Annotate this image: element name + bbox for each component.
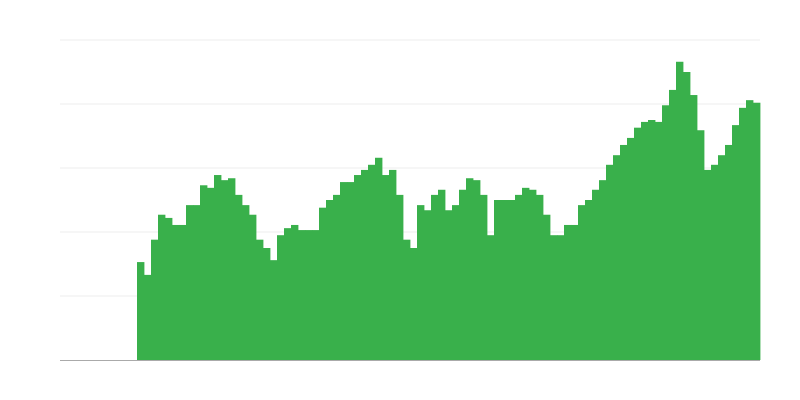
bar xyxy=(613,155,621,360)
bar xyxy=(459,189,467,360)
bar xyxy=(655,121,663,360)
bar xyxy=(557,235,565,360)
bar xyxy=(151,239,159,360)
bar xyxy=(606,164,614,360)
bar xyxy=(641,121,649,360)
bar xyxy=(739,107,747,360)
bar xyxy=(620,144,628,360)
bar xyxy=(452,205,460,360)
bar xyxy=(256,239,264,360)
bar xyxy=(585,200,593,360)
bar xyxy=(536,194,544,360)
bar xyxy=(347,182,355,360)
bar xyxy=(200,185,208,360)
bar xyxy=(193,205,201,360)
bar xyxy=(382,175,390,360)
bar xyxy=(683,72,691,360)
bar xyxy=(550,235,558,360)
bar xyxy=(242,205,250,360)
bar xyxy=(494,200,502,360)
bar xyxy=(718,155,726,360)
bar xyxy=(228,178,236,360)
bar xyxy=(298,230,306,360)
bar xyxy=(319,207,327,360)
bar xyxy=(333,194,341,360)
bar xyxy=(508,200,516,360)
bar xyxy=(144,274,152,360)
bar xyxy=(186,205,194,360)
bar xyxy=(564,224,572,360)
bar xyxy=(375,157,383,360)
bar xyxy=(746,100,754,360)
bar xyxy=(263,248,271,360)
bar xyxy=(249,214,257,360)
bar xyxy=(424,210,432,360)
bar xyxy=(571,224,579,360)
bar xyxy=(480,194,488,360)
bar xyxy=(592,189,600,360)
bar xyxy=(410,248,418,360)
bar xyxy=(676,61,684,360)
bar xyxy=(431,194,439,360)
bar xyxy=(396,194,404,360)
bar xyxy=(179,224,187,360)
bar xyxy=(284,228,292,360)
bar xyxy=(522,187,530,360)
bar xyxy=(326,200,334,360)
bar xyxy=(305,230,313,360)
bar xyxy=(340,182,348,360)
bar xyxy=(487,235,495,360)
bar xyxy=(214,175,222,360)
bar xyxy=(235,194,243,360)
bar xyxy=(389,169,397,360)
bar xyxy=(732,125,740,361)
bar xyxy=(165,217,173,360)
bar xyxy=(501,200,509,360)
bar xyxy=(648,120,656,360)
bar xyxy=(445,210,453,360)
bar xyxy=(221,180,229,360)
bar xyxy=(711,164,719,360)
bars xyxy=(137,61,761,361)
bar xyxy=(753,102,761,360)
bar xyxy=(291,224,299,360)
bar xyxy=(697,130,705,360)
bar xyxy=(662,105,670,360)
bar xyxy=(669,89,677,361)
bar xyxy=(515,194,523,360)
bar xyxy=(361,169,369,360)
bar xyxy=(354,175,362,360)
bar xyxy=(725,144,733,360)
bar xyxy=(137,262,145,360)
bar xyxy=(207,187,215,360)
bar xyxy=(466,178,474,360)
bar xyxy=(270,260,278,360)
bar xyxy=(277,235,285,360)
bar xyxy=(599,180,607,360)
bar xyxy=(634,127,642,361)
bar xyxy=(172,224,180,360)
bar xyxy=(312,230,320,360)
bar xyxy=(529,189,537,360)
bar xyxy=(368,164,376,360)
bar xyxy=(438,189,446,360)
bar xyxy=(403,239,411,360)
bar xyxy=(417,205,425,360)
bar xyxy=(690,95,698,360)
bar xyxy=(473,180,481,360)
bar xyxy=(543,214,551,360)
bar xyxy=(627,137,635,360)
bar xyxy=(578,205,586,360)
bar xyxy=(704,169,712,360)
bar xyxy=(158,214,166,360)
